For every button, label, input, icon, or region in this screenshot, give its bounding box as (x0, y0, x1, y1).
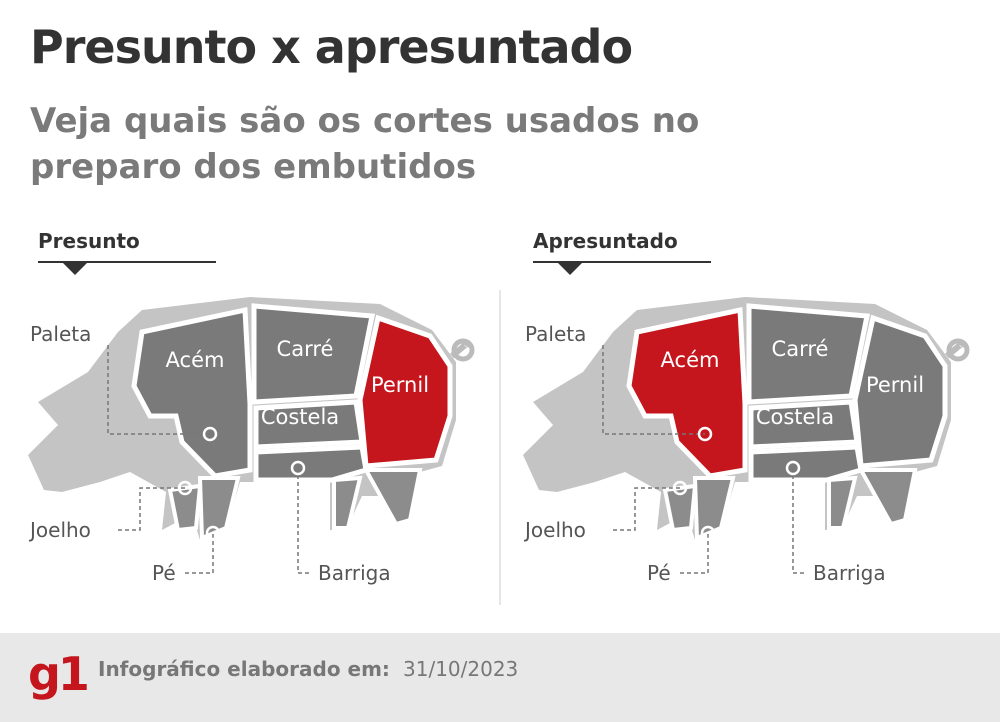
pig-cut (253, 444, 369, 483)
heading-pointer (62, 262, 88, 275)
logo: g1 (28, 647, 90, 701)
callout-label: Barriga (813, 561, 886, 585)
pig-leg (692, 476, 736, 541)
panel: Apresuntado Acém Carré Pernil Costela Paleta J… (523, 229, 970, 585)
footer-label: Infográfico elaborado em: (98, 657, 390, 681)
callout-dot (700, 525, 716, 541)
pig-cut (357, 314, 453, 469)
panel-heading: Presunto (38, 229, 140, 253)
callout-dot (290, 460, 306, 476)
cut-label: Acém (166, 348, 225, 372)
cut-label: Pernil (866, 373, 924, 397)
pig-leg (197, 476, 241, 541)
callout-dot (205, 525, 221, 541)
pig-tail (946, 338, 970, 362)
pig-cut (131, 306, 253, 479)
pig-cut (852, 314, 948, 469)
callout-dot (672, 480, 688, 496)
callout-line (107, 345, 210, 435)
cut-label: Acém (661, 348, 720, 372)
pig-cut (748, 399, 860, 450)
title: Presunto x apresuntado (30, 20, 633, 74)
callout-line (297, 468, 312, 574)
pig-cut (748, 444, 864, 483)
cut-label: Costela (756, 405, 834, 429)
callout-line (602, 345, 705, 435)
pig-leg (332, 475, 363, 530)
heading-pointer (557, 262, 583, 275)
pig-leg (857, 468, 918, 527)
footer-date: 31/10/2023 (403, 657, 519, 681)
cut-label: Pernil (371, 373, 429, 397)
callout-line (118, 487, 185, 531)
panel: Presunto Acém Carré Pernil Costela Paleta Joel… (28, 229, 475, 585)
pig-cut (626, 306, 748, 479)
callout-dot (177, 480, 193, 496)
callout-label: Pé (152, 561, 176, 585)
illustration: Presunto Acém Carré Pernil Costela Paleta Joel… (28, 229, 970, 605)
panel-heading: Apresuntado (533, 229, 678, 253)
cut-label: Costela (261, 405, 339, 429)
callout-line (613, 487, 680, 531)
pig-leg (827, 475, 858, 530)
callout-dot (202, 426, 218, 442)
pig-leg (662, 483, 698, 533)
callout-line (680, 533, 709, 574)
callout-line (792, 468, 807, 574)
pig-cut (746, 303, 871, 405)
callout-label: Joelho (28, 518, 91, 542)
footer: g1 Infográfico elaborado em: 31/10/2023 (0, 633, 1000, 722)
subtitle: Veja quais são os cortes usados no prepa… (30, 101, 700, 187)
callout-label: Pé (647, 561, 671, 585)
callout-label: Joelho (523, 518, 586, 542)
callout-line (185, 533, 214, 574)
cut-label: Carré (277, 337, 334, 361)
pig-leg (362, 468, 423, 527)
callout-label: Barriga (318, 561, 391, 585)
callout-dot (697, 426, 713, 442)
callout-label: Paleta (30, 322, 91, 346)
callout-label: Paleta (525, 322, 586, 346)
pig-cut (253, 399, 365, 450)
cut-label: Carré (772, 337, 829, 361)
pig-tail (451, 338, 475, 362)
pig-leg (167, 483, 203, 533)
pig-cut (251, 303, 376, 405)
callout-dot (785, 460, 801, 476)
